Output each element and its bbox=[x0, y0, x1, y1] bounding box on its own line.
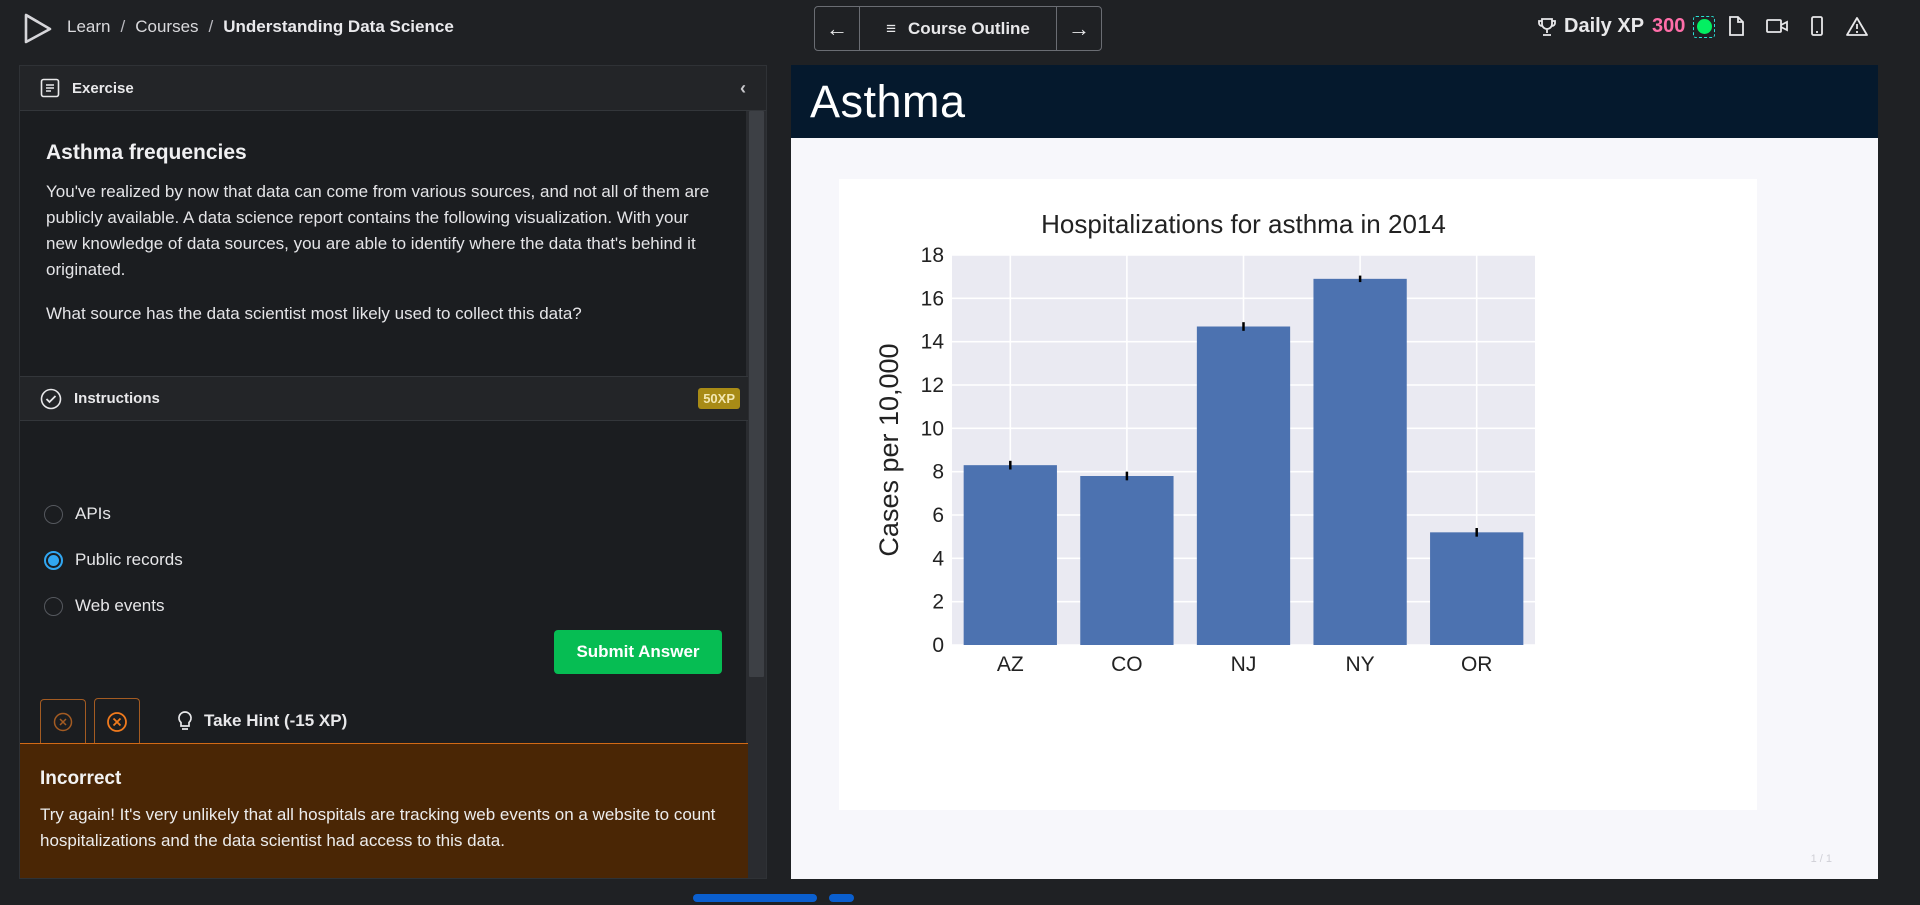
y-tick-label: 14 bbox=[921, 331, 945, 354]
x-tick-label: NJ bbox=[1231, 653, 1257, 676]
y-axis-label: Cases per 10,000 bbox=[874, 343, 904, 556]
next-exercise-button[interactable]: → bbox=[1057, 7, 1101, 50]
option-apis[interactable]: APIs bbox=[44, 491, 183, 537]
option-label: APIs bbox=[75, 504, 111, 523]
mobile-icon[interactable] bbox=[1810, 16, 1824, 36]
option-label: Web events bbox=[75, 596, 165, 615]
take-hint-label: Take Hint (-15 XP) bbox=[204, 711, 348, 730]
progress-segment bbox=[693, 894, 817, 902]
slide-page-number: 1 / 1 bbox=[1810, 853, 1832, 865]
breadcrumb-courses[interactable]: Courses bbox=[135, 17, 199, 36]
x-circle-icon bbox=[53, 712, 73, 732]
exercise-header-label: Exercise bbox=[72, 79, 134, 97]
daily-xp[interactable]: Daily XP 300 bbox=[1538, 15, 1716, 38]
collapse-panel-icon[interactable]: ‹ bbox=[740, 78, 746, 98]
instructions-header: Instructions 50XP bbox=[20, 376, 748, 421]
bar-or bbox=[1430, 532, 1524, 645]
bar-co bbox=[1080, 476, 1174, 645]
chart-title: Hospitalizations for asthma in 2014 bbox=[1041, 209, 1446, 239]
x-tick-label: OR bbox=[1461, 653, 1493, 676]
radio-button[interactable] bbox=[44, 596, 63, 616]
exercise-panel: Exercise ‹ Asthma frequencies You've rea… bbox=[19, 65, 767, 879]
check-circle-icon bbox=[40, 388, 62, 409]
option-public-records[interactable]: Public records bbox=[44, 537, 183, 583]
feedback-tabs bbox=[40, 698, 140, 744]
datacamp-logo[interactable] bbox=[22, 12, 54, 46]
bar-chart: 0 2 4 6 8 10 12 14 16 18 AZ CO NJ NY OR Hospitalization… bbox=[874, 209, 1535, 676]
toolbar-icons bbox=[1728, 16, 1868, 36]
exercise-content: Asthma frequencies You've realized by no… bbox=[20, 111, 748, 327]
y-tick-label: 2 bbox=[932, 591, 944, 614]
submit-answer-button[interactable]: Submit Answer bbox=[554, 630, 722, 674]
breadcrumb-current[interactable]: Understanding Data Science bbox=[223, 17, 454, 36]
option-label: Public records bbox=[75, 550, 183, 569]
answer-options: APIs Public records Web events bbox=[44, 491, 183, 629]
bar-az bbox=[963, 465, 1057, 645]
feedback-tab[interactable] bbox=[40, 699, 86, 744]
y-tick-label: 18 bbox=[921, 244, 944, 267]
slide-header: Asthma bbox=[791, 65, 1878, 138]
course-outline-label: Course Outline bbox=[908, 18, 1030, 38]
y-tick-label: 4 bbox=[932, 547, 944, 570]
x-tick-label: CO bbox=[1111, 653, 1143, 676]
course-outline-button[interactable]: ≡ Course Outline bbox=[859, 7, 1057, 50]
instructions-label: Instructions bbox=[74, 390, 160, 407]
take-hint-button[interactable]: Take Hint (-15 XP) bbox=[176, 710, 347, 732]
y-tick-label: 10 bbox=[921, 417, 944, 440]
x-tick-label: AZ bbox=[997, 653, 1024, 676]
breadcrumb-separator: / bbox=[208, 17, 214, 36]
lightbulb-icon bbox=[178, 711, 192, 730]
prev-exercise-button[interactable]: ← bbox=[815, 7, 859, 50]
y-tick-label: 0 bbox=[932, 634, 944, 657]
progress-segment bbox=[829, 894, 854, 902]
feedback-tab-active[interactable] bbox=[94, 698, 140, 744]
y-tick-label: 6 bbox=[932, 504, 944, 527]
daily-xp-value: 300 bbox=[1652, 15, 1686, 37]
report-issue-icon[interactable] bbox=[1846, 16, 1868, 36]
y-tick-label: 16 bbox=[921, 287, 944, 310]
arrow-left-icon: ← bbox=[826, 15, 848, 41]
exercise-question: What source has the data scientist most … bbox=[46, 304, 582, 323]
slide-title: Asthma bbox=[810, 75, 966, 127]
exercise-paragraph: You've realized by now that data can com… bbox=[46, 182, 710, 279]
xp-badge: 50XP bbox=[698, 388, 740, 409]
feedback-text: Try again! It's very unlikely that all h… bbox=[40, 805, 716, 850]
top-bar: Learn / Courses / Understanding Data Sci… bbox=[0, 0, 1920, 57]
bar-nj bbox=[1196, 326, 1291, 645]
slide-panel: Asthma 0 2 4 6 8 10 12 14 16 18 AZ CO NJ NY OR Hospital… bbox=[791, 65, 1878, 879]
streak-status-icon[interactable] bbox=[1693, 15, 1716, 38]
radio-button[interactable] bbox=[44, 504, 63, 524]
breadcrumb: Learn / Courses / Understanding Data Sci… bbox=[67, 17, 454, 37]
slides-icon[interactable] bbox=[1728, 16, 1744, 36]
document-icon bbox=[40, 78, 60, 98]
exercise-title: Asthma frequencies bbox=[46, 141, 247, 164]
scrollbar[interactable] bbox=[746, 111, 766, 878]
feedback-title: Incorrect bbox=[40, 768, 122, 789]
arrow-right-icon: → bbox=[1068, 15, 1090, 41]
course-nav: ← ≡ Course Outline → bbox=[814, 6, 1102, 51]
feedback-box: Incorrect Try again! It's very unlikely … bbox=[20, 743, 748, 878]
daily-xp-label: Daily XP bbox=[1564, 15, 1645, 37]
video-icon[interactable] bbox=[1766, 16, 1788, 36]
chart-card: 0 2 4 6 8 10 12 14 16 18 AZ CO NJ NY OR Hospitalization… bbox=[839, 179, 1757, 810]
trophy-icon bbox=[1538, 17, 1556, 36]
breadcrumb-learn[interactable]: Learn bbox=[67, 17, 111, 36]
menu-icon: ≡ bbox=[886, 18, 897, 38]
x-circle-icon bbox=[107, 711, 127, 732]
bar-ny bbox=[1313, 278, 1407, 645]
y-tick-label: 12 bbox=[921, 374, 944, 397]
radio-button-selected[interactable] bbox=[44, 550, 63, 570]
exercise-header: Exercise ‹ bbox=[20, 66, 766, 111]
breadcrumb-separator: / bbox=[120, 17, 126, 36]
option-web-events[interactable]: Web events bbox=[44, 583, 183, 629]
x-tick-label: NY bbox=[1346, 653, 1375, 676]
y-tick-label: 8 bbox=[932, 461, 944, 484]
